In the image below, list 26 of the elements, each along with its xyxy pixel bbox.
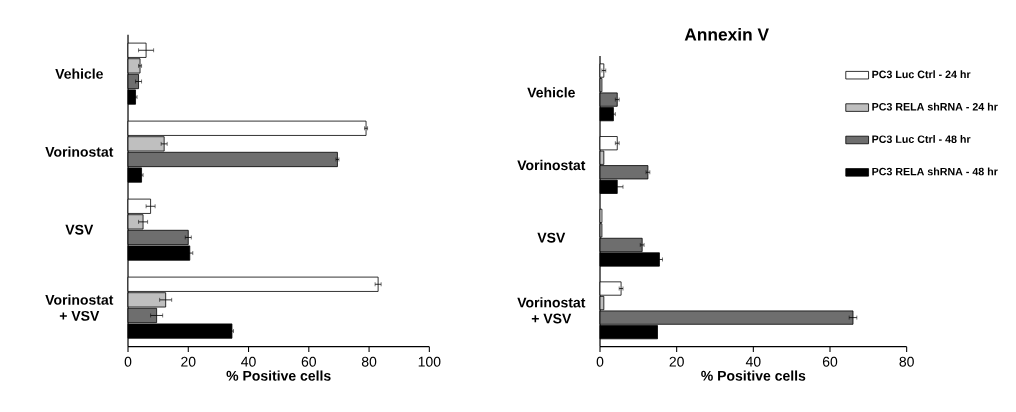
x-tick-label: 100 <box>418 356 441 367</box>
x-tick-label: 60 <box>822 356 838 367</box>
legend-label: PC3 RELA shRNA - 48 hr <box>872 167 998 176</box>
y-tick-label: VSV <box>537 232 566 243</box>
y-tick-label: Vorinostat + VSV <box>45 294 114 321</box>
x-axis-title: % Positive cells <box>226 370 331 381</box>
x-tick-label: 40 <box>241 356 256 367</box>
y-tick-label: Vehicle <box>527 87 575 98</box>
chart-title: Annexin V <box>684 27 769 41</box>
x-axis-title: % Positive cells <box>701 370 806 381</box>
y-tick-label: Vorinostat <box>517 159 586 171</box>
legend-label: PC3 Luc Ctrl - 48 hr <box>872 135 971 143</box>
x-tick-label: 80 <box>361 356 377 367</box>
y-tick-label: VSV <box>65 224 94 235</box>
x-tick-label: 40 <box>745 356 761 367</box>
x-tick-label: 60 <box>301 356 317 367</box>
y-tick-label: Vorinostat <box>45 146 114 157</box>
legend-label: PC3 Luc Ctrl - 24 hr <box>872 70 971 79</box>
x-tick-label: 20 <box>181 356 196 367</box>
x-tick-label: 0 <box>124 356 132 367</box>
x-tick-label: 80 <box>899 356 914 367</box>
legend-label: PC3 RELA shRNA - 24 hr <box>872 102 998 111</box>
x-tick-label: 20 <box>669 356 684 367</box>
y-tick-label: Vorinostat + VSV <box>517 297 586 324</box>
x-tick-label: 0 <box>596 356 604 367</box>
y-tick-label: Vehicle <box>55 68 103 79</box>
